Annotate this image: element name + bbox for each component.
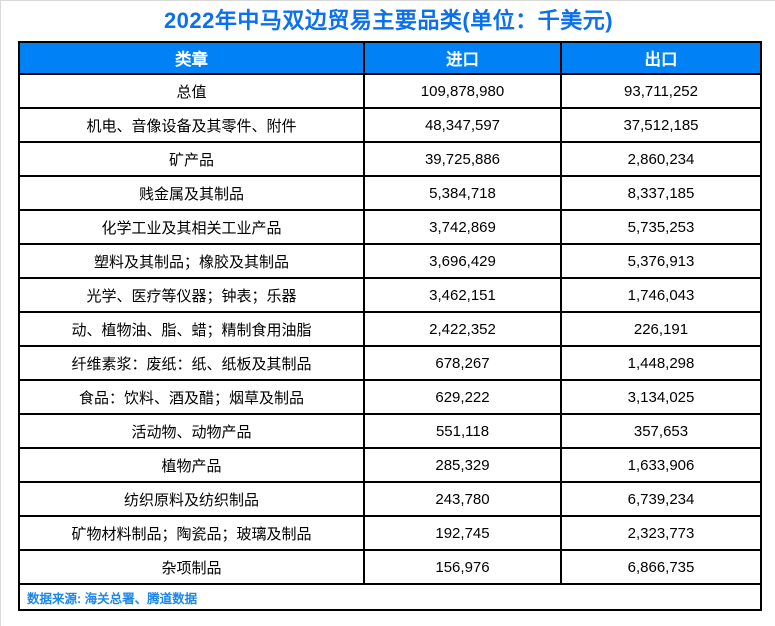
category-cell: 活动物、动物产品 (18, 413, 365, 449)
table-row: 纤维素浆：废纸：纸、纸板及其制品 678,267 1,448,298 (18, 345, 762, 381)
import-value-cell: 3,696,429 (363, 243, 562, 279)
category-cell: 植物产品 (18, 447, 365, 483)
category-cell: 总值 (18, 73, 365, 109)
table-row: 活动物、动物产品 551,118 357,653 (18, 413, 762, 449)
import-value-cell: 678,267 (363, 345, 562, 381)
table-body: 总值 109,878,980 93,711,252 机电、音像设备及其零件、附件 48,… (18, 73, 762, 585)
export-value-cell: 6,866,735 (560, 549, 762, 585)
table-row: 光学、医疗等仪器；钟表；乐器 3,462,151 1,746,043 (18, 277, 762, 313)
import-value-cell: 48,347,597 (363, 107, 562, 143)
export-value-cell: 6,739,234 (560, 481, 762, 517)
import-value-cell: 551,118 (363, 413, 562, 449)
category-cell: 塑料及其制品；橡胶及其制品 (18, 243, 365, 279)
column-header-category: 类章 (18, 41, 365, 75)
category-cell: 贱金属及其制品 (18, 175, 365, 211)
import-value-cell: 192,745 (363, 515, 562, 551)
export-value-cell: 2,323,773 (560, 515, 762, 551)
table-row: 贱金属及其制品 5,384,718 8,337,185 (18, 175, 762, 211)
table-row: 矿物材料制品；陶瓷品；玻璃及制品 192,745 2,323,773 (18, 515, 762, 551)
export-value-cell: 37,512,185 (560, 107, 762, 143)
import-value-cell: 243,780 (363, 481, 562, 517)
export-value-cell: 1,633,906 (560, 447, 762, 483)
import-value-cell: 5,384,718 (363, 175, 562, 211)
import-value-cell: 39,725,886 (363, 141, 562, 177)
category-cell: 化学工业及其相关工业产品 (18, 209, 365, 245)
import-value-cell: 629,222 (363, 379, 562, 415)
page-title: 2022年中马双边贸易主要品类(单位：千美元) (163, 8, 614, 33)
table-row: 总值 109,878,980 93,711,252 (18, 73, 762, 109)
table-row: 食品：饮料、酒及醋；烟草及制品 629,222 3,134,025 (18, 379, 762, 415)
export-value-cell: 93,711,252 (560, 73, 762, 109)
category-cell: 食品：饮料、酒及醋；烟草及制品 (18, 379, 365, 415)
export-value-cell: 5,376,913 (560, 243, 762, 279)
export-value-cell: 357,653 (560, 413, 762, 449)
import-value-cell: 3,462,151 (363, 277, 562, 313)
data-source-note: 数据来源: 海关总署、腾道数据 (18, 583, 762, 611)
table-row: 纺织原料及纺织制品 243,780 6,739,234 (18, 481, 762, 517)
export-value-cell: 8,337,185 (560, 175, 762, 211)
column-header-export: 出口 (560, 41, 762, 75)
table-row: 化学工业及其相关工业产品 3,742,869 5,735,253 (18, 209, 762, 245)
export-value-cell: 1,448,298 (560, 345, 762, 381)
export-value-cell: 1,746,043 (560, 277, 762, 313)
category-cell: 动、植物油、脂、蜡；精制食用油脂 (18, 311, 365, 347)
table-row: 塑料及其制品；橡胶及其制品 3,696,429 5,376,913 (18, 243, 762, 279)
table-footer: 数据来源: 海关总署、腾道数据 (18, 583, 762, 611)
category-cell: 矿物材料制品；陶瓷品；玻璃及制品 (18, 515, 365, 551)
import-value-cell: 285,329 (363, 447, 562, 483)
table-row: 杂项制品 156,976 6,866,735 (18, 549, 762, 585)
column-header-import: 进口 (363, 41, 562, 75)
export-value-cell: 3,134,025 (560, 379, 762, 415)
export-value-cell: 5,735,253 (560, 209, 762, 245)
table-row: 机电、音像设备及其零件、附件 48,347,597 37,512,185 (18, 107, 762, 143)
table-header: 类章 进口 出口 (18, 41, 762, 75)
category-cell: 光学、医疗等仪器；钟表；乐器 (18, 277, 365, 313)
table-row: 植物产品 285,329 1,633,906 (18, 447, 762, 483)
source-row: 数据来源: 海关总署、腾道数据 (18, 583, 762, 611)
export-value-cell: 2,860,234 (560, 141, 762, 177)
category-cell: 矿产品 (18, 141, 365, 177)
import-value-cell: 156,976 (363, 549, 562, 585)
header-row: 类章 进口 出口 (18, 41, 762, 75)
category-cell: 机电、音像设备及其零件、附件 (18, 107, 365, 143)
category-cell: 纺织原料及纺织制品 (18, 481, 365, 517)
table-row: 动、植物油、脂、蜡；精制食用油脂 2,422,352 226,191 (18, 311, 762, 347)
table-row: 矿产品 39,725,886 2,860,234 (18, 141, 762, 177)
category-cell: 杂项制品 (18, 549, 365, 585)
export-value-cell: 226,191 (560, 311, 762, 347)
import-value-cell: 2,422,352 (363, 311, 562, 347)
category-cell: 纤维素浆：废纸：纸、纸板及其制品 (18, 345, 365, 381)
import-value-cell: 109,878,980 (363, 73, 562, 109)
import-value-cell: 3,742,869 (363, 209, 562, 245)
trade-table: 类章 进口 出口 总值 109,878,980 93,711,252 机电、音像设备及… (18, 41, 762, 611)
